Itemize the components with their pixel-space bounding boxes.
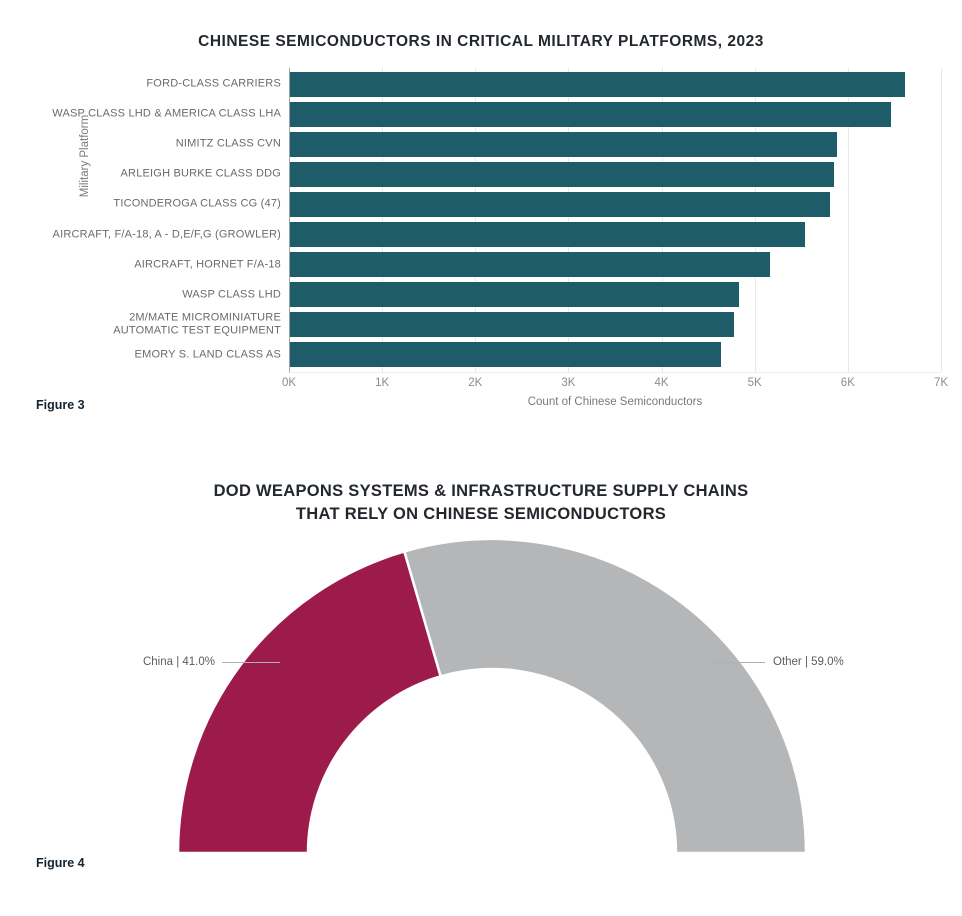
other-callout-line bbox=[710, 662, 765, 663]
bar bbox=[290, 71, 905, 97]
x-tick-label: 4K bbox=[654, 377, 669, 389]
bar bbox=[290, 282, 739, 308]
category-label: FORD-CLASS CARRIERS bbox=[146, 77, 281, 90]
gridline bbox=[661, 68, 663, 372]
bar bbox=[290, 191, 831, 217]
x-tick-label: 3K bbox=[561, 377, 576, 389]
donut-chart-title: DOD WEAPONS SYSTEMS & INFRASTRUCTURE SUP… bbox=[0, 480, 962, 526]
x-axis-title: Count of Chinese Semiconductors bbox=[527, 396, 703, 408]
bar bbox=[290, 222, 806, 247]
bar bbox=[290, 252, 770, 278]
bar bbox=[290, 342, 722, 368]
category-label: AIRCRAFT, HORNET F/A-18 bbox=[134, 257, 281, 270]
pie-slice-china bbox=[176, 549, 443, 855]
gridline bbox=[568, 68, 570, 372]
category-label: NIMITZ CLASS CVN bbox=[175, 137, 281, 150]
pie-slice-other bbox=[402, 537, 808, 855]
category-label: AIRCRAFT, F/A-18, A - D,E/F,G (GROWLER) bbox=[52, 227, 281, 240]
other-slice-label: Other | 59.0% bbox=[773, 656, 844, 668]
x-tick-label: 5K bbox=[747, 377, 762, 389]
category-label: TICONDEROGA CLASS CG (47) bbox=[113, 197, 281, 210]
category-label: EMORY S. LAND CLASS AS bbox=[134, 348, 281, 361]
bar bbox=[290, 312, 735, 338]
donut-title-line-1: DOD WEAPONS SYSTEMS & INFRASTRUCTURE SUP… bbox=[213, 482, 749, 500]
half-donut-chart bbox=[176, 537, 808, 855]
category-label: 2M/MATE MICROMINIATURE AUTOMATIC TEST EQ… bbox=[113, 311, 281, 337]
category-label: WASP CLASS LHD & AMERICA CLASS LHA bbox=[52, 107, 281, 120]
category-label: ARLEIGH BURKE CLASS DDG bbox=[120, 167, 281, 180]
gridline bbox=[475, 68, 477, 372]
gridline bbox=[382, 68, 384, 372]
x-axis-ticks: 0K 1K 2K 3K 4K 5K 6K 7K bbox=[282, 377, 948, 391]
category-label: WASP CLASS LHD bbox=[182, 287, 281, 300]
x-tick-label: 1K bbox=[375, 377, 390, 389]
figure-4-label: Figure 4 bbox=[36, 856, 85, 870]
figure-3-label: Figure 3 bbox=[36, 398, 85, 412]
x-tick-label: 7K bbox=[933, 377, 949, 389]
bar bbox=[290, 101, 891, 127]
bar-chart-title: CHINESE SEMICONDUCTORS IN CRITICAL MILIT… bbox=[198, 33, 764, 50]
gridline bbox=[754, 68, 756, 372]
china-callout-line bbox=[222, 662, 280, 663]
donut-title-line-2: THAT RELY ON CHINESE SEMICONDUCTORS bbox=[295, 505, 667, 523]
x-tick-label: 6K bbox=[840, 377, 855, 389]
gridline bbox=[847, 68, 849, 372]
x-tick-label: 2K bbox=[468, 377, 483, 389]
gridline bbox=[941, 68, 942, 372]
category-labels: FORD-CLASS CARRIERS WASP CLASS LHD & AMER… bbox=[0, 68, 281, 373]
bar bbox=[290, 161, 834, 187]
china-slice-label: China | 41.0% bbox=[142, 656, 215, 668]
x-tick-label: 0K bbox=[281, 377, 297, 389]
bar bbox=[290, 131, 837, 157]
bar-plot bbox=[289, 68, 942, 373]
